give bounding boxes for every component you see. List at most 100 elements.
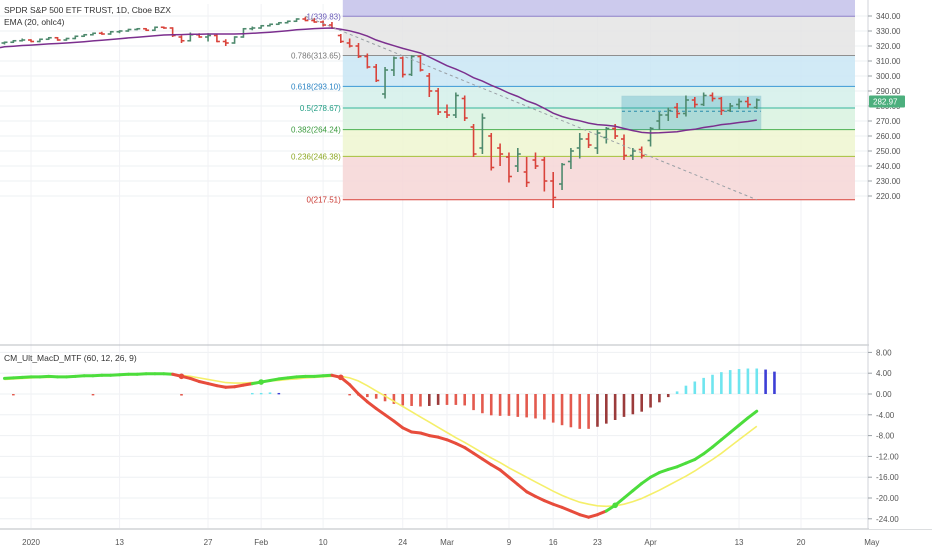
ohlc-bar [700, 92, 707, 106]
ohlc-bar [497, 143, 504, 166]
ohlc-bar [151, 26, 158, 32]
macd-line-segment [472, 451, 484, 461]
histogram-bar [507, 394, 511, 416]
histogram-bar [374, 394, 378, 399]
histogram-bar [401, 394, 405, 406]
indicator-tick-label: -8.00 [876, 432, 895, 441]
histogram-bar [463, 394, 466, 406]
ohlc-bar [19, 38, 26, 42]
ohlc-bar [709, 92, 716, 102]
macd-line-segment [374, 407, 387, 417]
indicator-tick-label: 8.00 [876, 348, 892, 357]
ohlc-bar [603, 127, 610, 144]
ohlc-bar [682, 95, 689, 117]
histogram-bar [489, 394, 493, 416]
histogram-bar [684, 385, 688, 394]
fib-band [342, 156, 855, 200]
histogram-bar [366, 394, 369, 398]
histogram-bar [596, 394, 599, 427]
histogram-bar [702, 377, 705, 394]
histogram-bar [472, 394, 475, 411]
histogram-bar [746, 368, 750, 394]
histogram-bar [12, 394, 15, 396]
histogram-bar [631, 394, 635, 415]
macd-line-segment [587, 513, 599, 519]
histogram-bar [251, 392, 254, 395]
fib-retracement[interactable]: 1(339.83) 0.786(313.65) 0.618(293.10) 0.5(2… [291, 0, 855, 205]
ohlc-bar [523, 157, 530, 187]
histogram-bar [675, 391, 679, 394]
ohlc-bar [576, 133, 583, 159]
ohlc-bar [514, 148, 521, 172]
histogram-bar [755, 368, 759, 394]
y-tick-label: 220.00 [876, 192, 901, 201]
histogram-bar [764, 369, 767, 394]
y-tick-label: 240.00 [876, 162, 901, 171]
ohlc-bar [54, 36, 61, 41]
macd-line-segment [445, 438, 458, 445]
fib-level-label: 0.236(246.38) [291, 152, 341, 161]
macd-line-segment [188, 376, 201, 384]
macd-line-segment [622, 489, 635, 500]
indicator-tick-label: -16.00 [876, 473, 899, 482]
ohlc-bar [222, 39, 229, 46]
fib-band [342, 55, 855, 87]
ohlc-bar [691, 97, 698, 108]
x-tick-label: 13 [115, 538, 124, 547]
indicator-tick-label: 4.00 [876, 369, 892, 378]
cross-dot [612, 502, 618, 509]
macd-line-segment [206, 382, 219, 388]
macd-line-segment [542, 499, 555, 506]
y-tick-label: 340.00 [876, 12, 901, 21]
ohlc-bar [72, 35, 79, 40]
fib-band [342, 107, 855, 130]
macd-line-segment [516, 482, 529, 494]
ohlc-bar [364, 53, 371, 69]
ohlc-bar [10, 39, 17, 44]
ohlc-bar [275, 21, 282, 26]
ohlc-bar [399, 56, 406, 78]
macd-line-segment [711, 438, 723, 449]
ohlc-bar [160, 26, 167, 29]
macd-line-segment [401, 426, 414, 434]
ohlc-bar [346, 38, 353, 48]
macd-line-segment [436, 435, 449, 442]
indicator-legend: CM_Ult_MacD_MTF (60, 12, 26, 9) [4, 353, 137, 363]
ohlc-bar [550, 172, 557, 208]
ohlc-bar [36, 38, 43, 43]
histogram-bar [569, 394, 573, 428]
symbol-title: SPDR S&P 500 ETF TRUST, 1D, Cboe BZX [4, 5, 171, 15]
ohlc-bar [656, 112, 663, 130]
x-tick-label: 27 [204, 538, 213, 547]
ohlc-bar [444, 104, 450, 118]
fib-band [342, 86, 855, 108]
macd-line-segment [392, 419, 405, 430]
price-axis-bg [869, 0, 932, 529]
ohlc-bar [585, 133, 592, 148]
macd-line-segment [489, 463, 502, 472]
histogram-bar [737, 369, 741, 394]
ohlc-bar [1, 41, 8, 45]
ohlc-bar [594, 130, 601, 154]
ohlc-bar [435, 88, 442, 115]
ohlc-bar [727, 103, 734, 112]
macd-line-segment [569, 509, 582, 517]
ohlc-bar [107, 30, 114, 35]
histogram-bar [419, 394, 422, 407]
ohlc-bar [452, 92, 459, 118]
ohlc-bar [665, 107, 672, 121]
macd-line-segment [719, 430, 732, 442]
indicator-tick-label: -20.00 [876, 494, 899, 503]
ohlc-bar [302, 16, 309, 22]
macd-line-segment [197, 380, 210, 386]
x-tick-label: 23 [593, 538, 602, 547]
y-tick-label: 230.00 [876, 177, 901, 186]
ohlc-bar [373, 64, 380, 82]
ohlc-bar [258, 24, 265, 29]
histogram-bar [613, 394, 617, 420]
ohlc-bar [240, 27, 247, 38]
fib-band [342, 16, 855, 56]
ohlc-bar [532, 152, 539, 169]
histogram-bar [560, 394, 564, 426]
